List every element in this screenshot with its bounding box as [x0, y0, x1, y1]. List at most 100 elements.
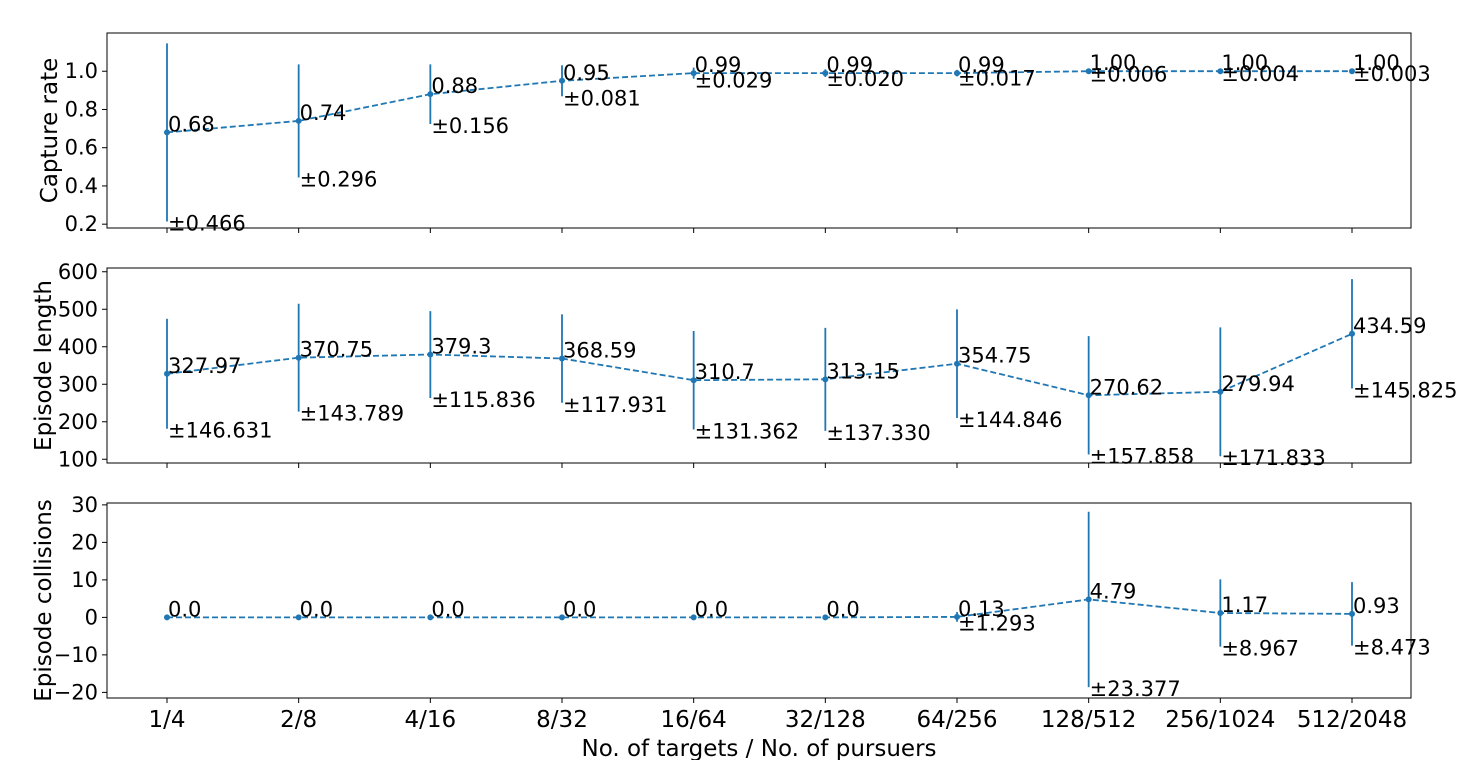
- data-label: 327.97: [168, 354, 241, 378]
- data-label: 0.99: [695, 53, 742, 77]
- series-line: [166, 70, 1352, 134]
- data-point: [164, 370, 170, 377]
- error-label: ±145.825: [1353, 378, 1457, 402]
- data-label: 370.75: [300, 338, 373, 362]
- data-point: [822, 70, 829, 77]
- y-tick-label: 0.6: [65, 136, 98, 160]
- data-label: 1.00: [1221, 51, 1268, 75]
- x-tick-label: 128/512: [1041, 707, 1137, 733]
- data-label: 379.3: [431, 335, 491, 359]
- panel-frame: [106, 267, 1412, 464]
- panel-frame: [106, 32, 1412, 229]
- data-label: 0.0: [431, 597, 464, 621]
- error-label: ±115.836: [431, 388, 535, 412]
- y-tick-label: 200: [58, 410, 98, 434]
- data-label: 310.7: [695, 360, 755, 384]
- data-label: 1.17: [1221, 593, 1268, 617]
- data-point: [1349, 68, 1355, 75]
- data-point: [690, 70, 697, 77]
- data-label: 368.59: [563, 339, 636, 363]
- error-label: ±144.846: [958, 408, 1062, 432]
- data-label: 0.0: [826, 597, 859, 621]
- x-tick-label: 32/128: [785, 707, 866, 733]
- series-line: [166, 332, 1353, 397]
- data-label: 0.88: [431, 74, 478, 98]
- y-tick-label: 0.8: [65, 97, 98, 121]
- error-label: ±0.466: [168, 212, 246, 236]
- y-axis-title: Capture rate: [37, 58, 63, 203]
- data-label: 354.75: [958, 344, 1031, 368]
- data-label: 270.62: [1090, 375, 1163, 399]
- data-point: [427, 91, 434, 98]
- data-point: [559, 355, 565, 362]
- error-label: ±171.833: [1221, 446, 1325, 470]
- data-label: 0.99: [826, 53, 873, 77]
- data-point: [822, 376, 829, 383]
- data-point: [1085, 392, 1092, 399]
- error-label: ±8.967: [1221, 637, 1299, 661]
- error-label: ±0.081: [563, 86, 641, 110]
- y-tick-label: 20: [71, 530, 98, 554]
- x-tick-label: 8/32: [536, 707, 588, 733]
- panel-frame: [106, 502, 1412, 699]
- y-tick-label: 0.2: [65, 212, 98, 236]
- x-tick-label: 256/1024: [1165, 707, 1275, 733]
- data-point: [164, 614, 170, 621]
- y-tick-label: 30: [71, 493, 98, 517]
- x-tick-label: 512/2048: [1297, 707, 1407, 733]
- error-label: ±23.377: [1090, 677, 1181, 701]
- x-tick-label: 1/4: [148, 707, 185, 733]
- data-label: 0.74: [300, 101, 347, 125]
- data-point: [1217, 68, 1224, 75]
- data-label: 0.93: [1353, 594, 1400, 618]
- x-tick-label: 16/64: [661, 707, 727, 733]
- data-point: [1085, 596, 1092, 603]
- error-label: ±137.330: [826, 421, 930, 445]
- error-label: ±0.017: [958, 66, 1036, 90]
- data-label: 1.00: [1090, 51, 1137, 75]
- error-label: ±0.156: [431, 114, 509, 138]
- series-line: [167, 598, 1353, 619]
- data-point: [690, 377, 697, 384]
- panel-3: −20 −10 0 10 20 30 Episode collisions 0.0 0.0 0.0…: [31, 493, 1431, 705]
- x-axis-title: No. of targets / No. of pursuers: [581, 736, 936, 760]
- x-tick-label: 64/256: [917, 707, 998, 733]
- data-point: [690, 614, 697, 621]
- data-point: [164, 129, 170, 136]
- data-label: 0.0: [168, 597, 201, 621]
- error-label: ±0.029: [695, 69, 773, 93]
- error-label: ±117.931: [563, 393, 667, 417]
- data-point: [954, 70, 960, 77]
- error-label: ±157.858: [1090, 444, 1194, 468]
- error-label: ±0.004: [1221, 62, 1299, 86]
- data-label: 0.95: [563, 61, 610, 85]
- data-point: [559, 614, 565, 621]
- y-axis-title: Episode collisions: [31, 499, 57, 702]
- error-label: ±0.020: [826, 67, 904, 91]
- data-point: [427, 614, 434, 621]
- data-point: [822, 614, 829, 621]
- y-tick-label: 600: [58, 260, 98, 284]
- data-label: 1.00: [1353, 51, 1400, 75]
- x-tick-label: 4/16: [405, 707, 457, 733]
- y-tick-label: 1.0: [65, 59, 98, 83]
- data-point: [295, 614, 302, 621]
- data-label: 4.79: [1090, 579, 1137, 603]
- error-label: ±0.296: [300, 168, 378, 192]
- error-label: ±0.006: [1090, 62, 1168, 86]
- data-point: [1349, 330, 1355, 337]
- data-label: 313.15: [826, 359, 899, 383]
- data-point: [295, 117, 302, 124]
- data-label: 0.0: [695, 597, 728, 621]
- data-label: 279.94: [1221, 372, 1294, 396]
- data-label: 0.0: [563, 597, 596, 621]
- data-label: 0.99: [958, 53, 1005, 77]
- data-label: 434.59: [1353, 314, 1426, 338]
- data-point: [559, 77, 565, 84]
- data-point: [1217, 388, 1224, 395]
- y-tick-label: 0: [85, 605, 98, 629]
- data-point: [295, 354, 302, 361]
